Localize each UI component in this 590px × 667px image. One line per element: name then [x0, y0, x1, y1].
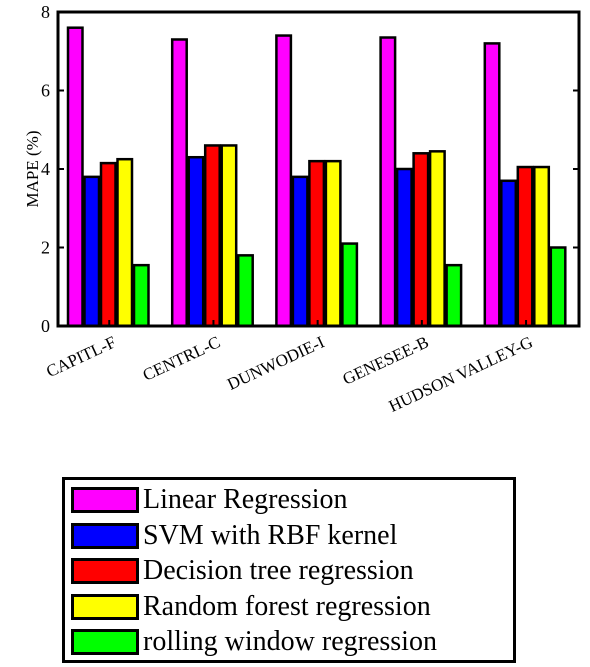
legend-label: rolling window regression	[143, 626, 437, 657]
legend-swatch	[71, 522, 139, 549]
y-tick-label: 4	[41, 159, 50, 179]
bars-group	[66, 26, 567, 328]
y-tick-label: 6	[41, 81, 50, 101]
bar-1-4	[379, 36, 397, 328]
legend-swatch	[71, 629, 139, 655]
legend-label: Random forest regression	[143, 590, 431, 622]
bar-3-4	[412, 152, 430, 328]
bar-4-3	[324, 159, 342, 328]
bar-1-1	[66, 26, 84, 328]
x-category-label: DUNWODIE-I	[224, 332, 327, 394]
bar-2-3	[291, 175, 309, 328]
legend-swatch	[71, 558, 139, 584]
x-category-label: GENESEE-B	[340, 332, 432, 388]
y-tick-label: 0	[41, 316, 50, 336]
bar-3-3	[308, 159, 326, 328]
x-categories-group: CAPITL-F CENTRL-C DUNWODIE-I GENESEE-BHUDSO…	[43, 332, 535, 416]
bar-1-3	[275, 34, 293, 328]
bar-3-2	[203, 144, 221, 328]
x-category-label: CAPITL-F	[43, 332, 119, 381]
legend-item: rolling window regression	[71, 625, 437, 659]
bar-5-2	[236, 254, 254, 328]
bar-4-5	[533, 165, 551, 328]
plot-frame	[56, 10, 581, 328]
bar-1-5	[483, 42, 501, 328]
bar-5-1	[132, 263, 150, 328]
y-tick-label: 8	[41, 2, 50, 22]
bar-2-5	[500, 179, 518, 328]
bar-4-2	[220, 144, 238, 328]
legend-swatch	[71, 593, 139, 620]
legend-item: Decision tree regression	[71, 554, 414, 588]
legend-label: Linear Regression	[143, 484, 348, 515]
bar-2-4	[395, 167, 413, 328]
legend-item: SVM with RBF kernel	[71, 519, 397, 553]
legend-swatch	[71, 487, 139, 513]
bar-1-2	[170, 38, 188, 328]
bar-4-1	[116, 157, 134, 328]
bar-4-4	[428, 150, 446, 328]
bar-2-1	[83, 175, 101, 328]
legend-label: SVM with RBF kernel	[143, 519, 398, 551]
bar-5-3	[341, 242, 359, 328]
legend-label: Decision tree regression	[143, 555, 414, 586]
legend-item: Linear Regression	[71, 483, 348, 517]
bar-3-1	[99, 161, 117, 328]
bar-3-5	[516, 165, 534, 328]
y-tick-label: 2	[41, 238, 50, 258]
bar-5-5	[549, 246, 567, 328]
y-axis-label: MAPE (%)	[23, 131, 42, 208]
legend: Linear Regression SVM with RBF kernel Deci…	[62, 477, 516, 663]
bar-5-4	[445, 263, 463, 328]
bar-chart: 0 2 4 6 8 CAPITL-F CENTRL-C DUNWODIE-I GENESEE-…	[23, 2, 581, 416]
bar-2-2	[187, 155, 205, 328]
x-category-label: CENTRL-C	[140, 332, 223, 384]
legend-item: Random forest regression	[71, 590, 431, 624]
